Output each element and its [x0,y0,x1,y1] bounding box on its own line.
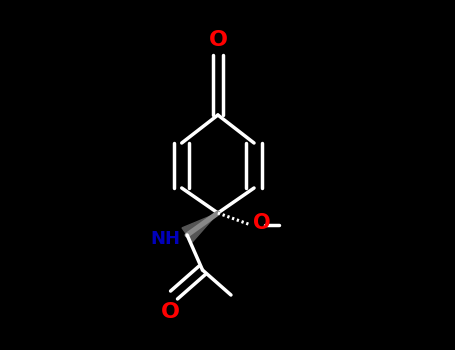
Text: O: O [253,213,270,233]
Text: O: O [161,302,180,322]
Polygon shape [182,213,218,242]
Text: O: O [208,30,228,50]
Text: NH: NH [150,230,180,247]
